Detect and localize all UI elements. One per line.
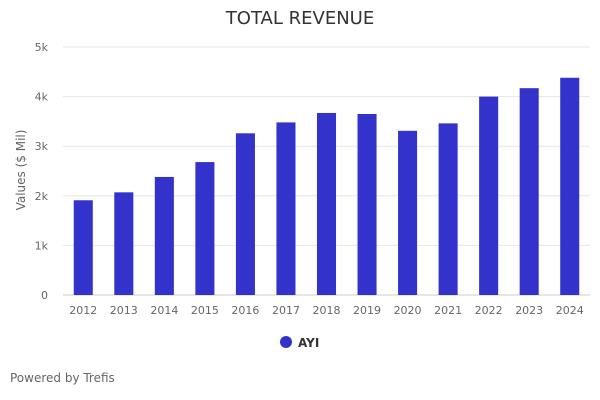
x-tick-label: 2012 <box>69 304 97 317</box>
bars <box>73 77 580 296</box>
x-tick-label: 2016 <box>231 304 259 317</box>
chart-title: TOTAL REVENUE <box>225 8 374 29</box>
y-tick-label: 4k <box>35 91 49 104</box>
bar-2017[interactable] <box>276 122 296 295</box>
bar-2013[interactable] <box>114 192 134 295</box>
bar-2014[interactable] <box>154 176 174 295</box>
bar-2016[interactable] <box>235 133 255 295</box>
bar-2018[interactable] <box>316 112 337 295</box>
legend[interactable]: AYI <box>280 336 319 350</box>
x-tick-label: 2021 <box>434 304 462 317</box>
x-tick-label: 2022 <box>475 304 503 317</box>
x-tick-label: 2014 <box>150 304 178 317</box>
x-axis-ticks: 2012 2013 2014 2015 2016 2017 2018 2019 2020 2021… <box>69 304 583 317</box>
y-tick-label: 2k <box>35 190 49 203</box>
x-tick-label: 2020 <box>394 304 422 317</box>
bar-2024[interactable] <box>560 77 580 295</box>
x-tick-label: 2015 <box>191 304 219 317</box>
y-axis-title: Values ($ Mil) <box>14 130 28 211</box>
bar-2023[interactable] <box>519 88 539 295</box>
x-tick-label: 2017 <box>272 304 300 317</box>
y-axis-ticks: 0 1k 2k 3k 4k 5k <box>35 41 49 302</box>
bar-2015[interactable] <box>195 162 215 295</box>
bar-2012[interactable] <box>73 200 93 295</box>
y-tick-label: 0 <box>41 289 48 302</box>
y-tick-label: 1k <box>35 239 49 252</box>
y-tick-label: 3k <box>35 140 49 153</box>
x-tick-label: 2013 <box>110 304 138 317</box>
x-tick-label: 2018 <box>313 304 341 317</box>
legend-marker <box>280 336 292 348</box>
bar-2022[interactable] <box>479 96 499 295</box>
x-tick-label: 2024 <box>556 304 584 317</box>
x-tick-label: 2019 <box>353 304 381 317</box>
legend-label: AYI <box>298 336 319 350</box>
bar-2021[interactable] <box>438 123 458 295</box>
bar-2019[interactable] <box>357 113 377 296</box>
x-tick-label: 2023 <box>515 304 543 317</box>
bar-2020[interactable] <box>398 130 418 295</box>
y-tick-label: 5k <box>35 41 49 54</box>
powered-by-credit: Powered by Trefis <box>10 371 115 385</box>
